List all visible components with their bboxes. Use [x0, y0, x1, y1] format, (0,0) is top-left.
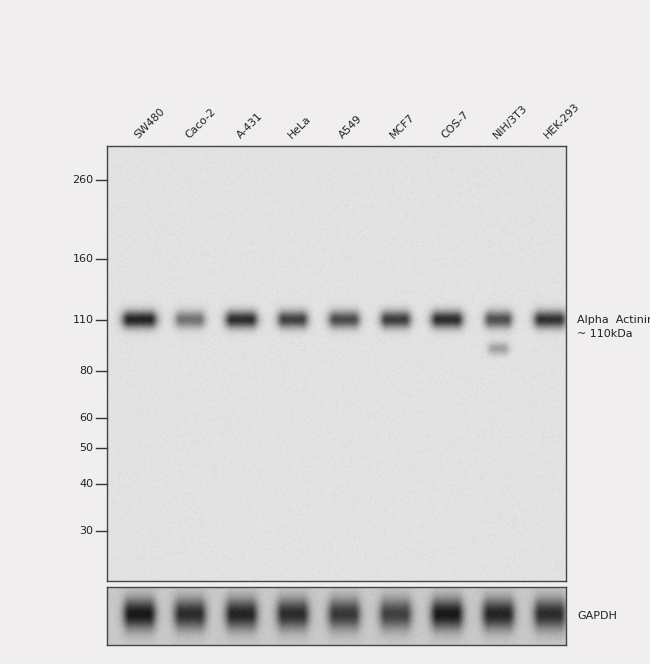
Text: MCF7: MCF7	[389, 112, 417, 141]
Text: 40: 40	[79, 479, 94, 489]
Text: 160: 160	[73, 254, 94, 264]
Text: 50: 50	[79, 443, 94, 453]
Text: HeLa: HeLa	[286, 114, 313, 141]
Text: COS-7: COS-7	[440, 110, 471, 141]
Text: GAPDH: GAPDH	[577, 611, 617, 622]
Text: NIH/3T3: NIH/3T3	[491, 103, 529, 141]
Text: A-431: A-431	[235, 112, 265, 141]
Text: Alpha  Actinin
~ 110kDa: Alpha Actinin ~ 110kDa	[577, 315, 650, 339]
Text: 80: 80	[79, 367, 94, 376]
Text: A549: A549	[337, 114, 364, 141]
Text: SW480: SW480	[132, 106, 166, 141]
Text: 260: 260	[72, 175, 94, 185]
Text: Caco-2: Caco-2	[183, 107, 218, 141]
Text: 110: 110	[73, 315, 94, 325]
Text: 60: 60	[79, 413, 94, 423]
Text: 30: 30	[79, 526, 94, 536]
Text: HEK-293: HEK-293	[542, 102, 582, 141]
